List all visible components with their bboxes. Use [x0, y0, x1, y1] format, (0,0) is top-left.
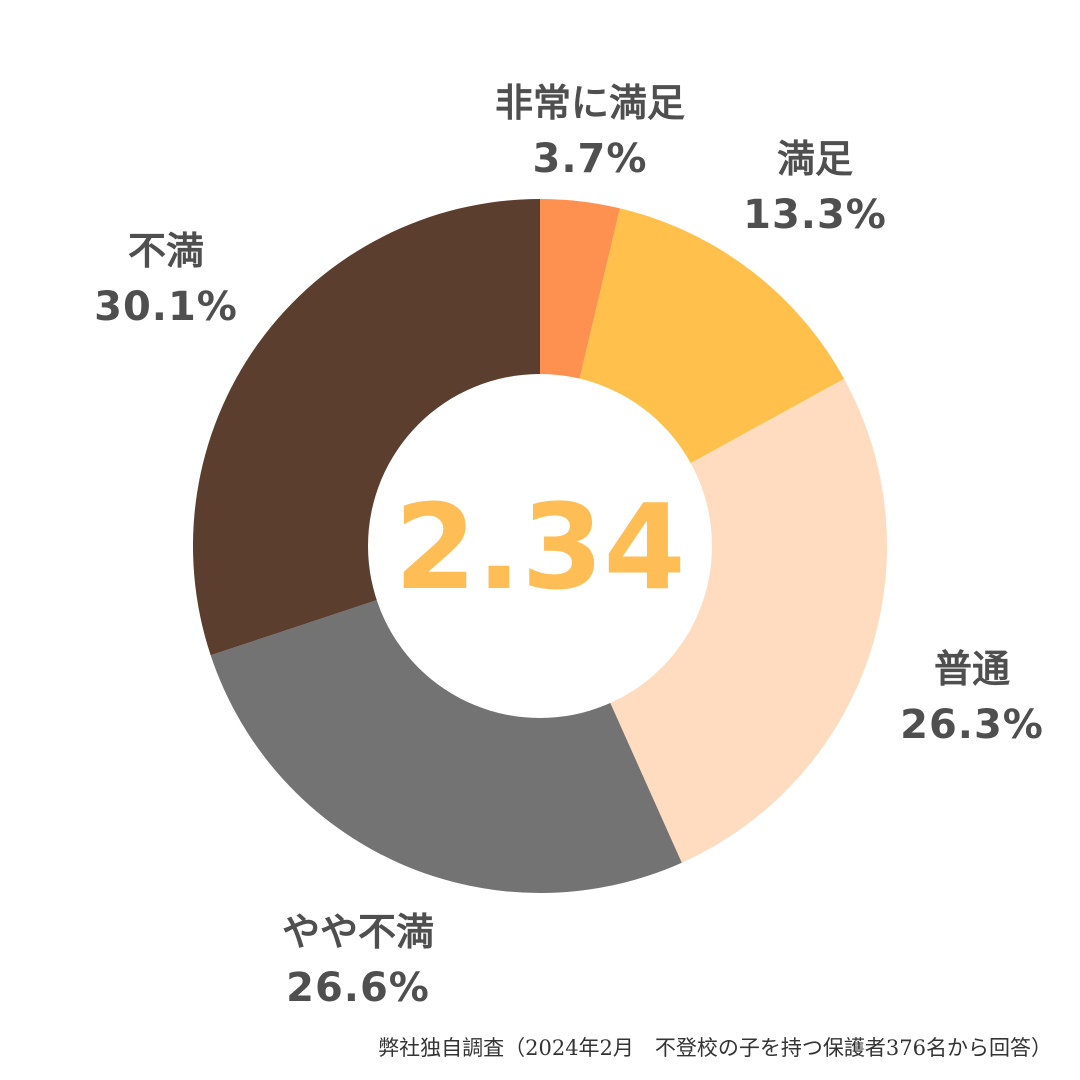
slice-labels: 非常に満足 3.7% 満足 13.3% 普通 26.3% やや不満 26.6% 不満 30.1%	[94, 81, 1044, 1011]
slice-value-label: 30.1%	[94, 284, 238, 330]
slice-name-label: 非常に満足	[495, 81, 685, 125]
slice-name-label: やや不満	[282, 910, 434, 954]
slice-value-label: 26.6%	[286, 965, 430, 1011]
slice-label-2: 満足 13.3%	[743, 137, 887, 238]
slice-value-label: 26.3%	[900, 702, 1044, 748]
slice-name-label: 不満	[128, 229, 204, 273]
slice-label-4: やや不満 26.6%	[282, 910, 434, 1011]
slice-value-label: 3.7%	[533, 136, 648, 182]
slice-label-5: 不満 30.1%	[94, 229, 238, 330]
slice-name-label: 満足	[777, 137, 853, 181]
slice-name-label: 普通	[934, 647, 1010, 691]
slice-label-3: 普通 26.3%	[900, 647, 1044, 748]
donut-hole	[368, 374, 712, 718]
slice-label-1: 非常に満足 3.7%	[495, 81, 685, 182]
center-value: 2.34	[394, 478, 685, 616]
source-note: 弊社独自調査（2024年2月 不登校の子を持つ保護者376名から回答）	[378, 1036, 1052, 1060]
slice-value-label: 13.3%	[743, 192, 887, 238]
